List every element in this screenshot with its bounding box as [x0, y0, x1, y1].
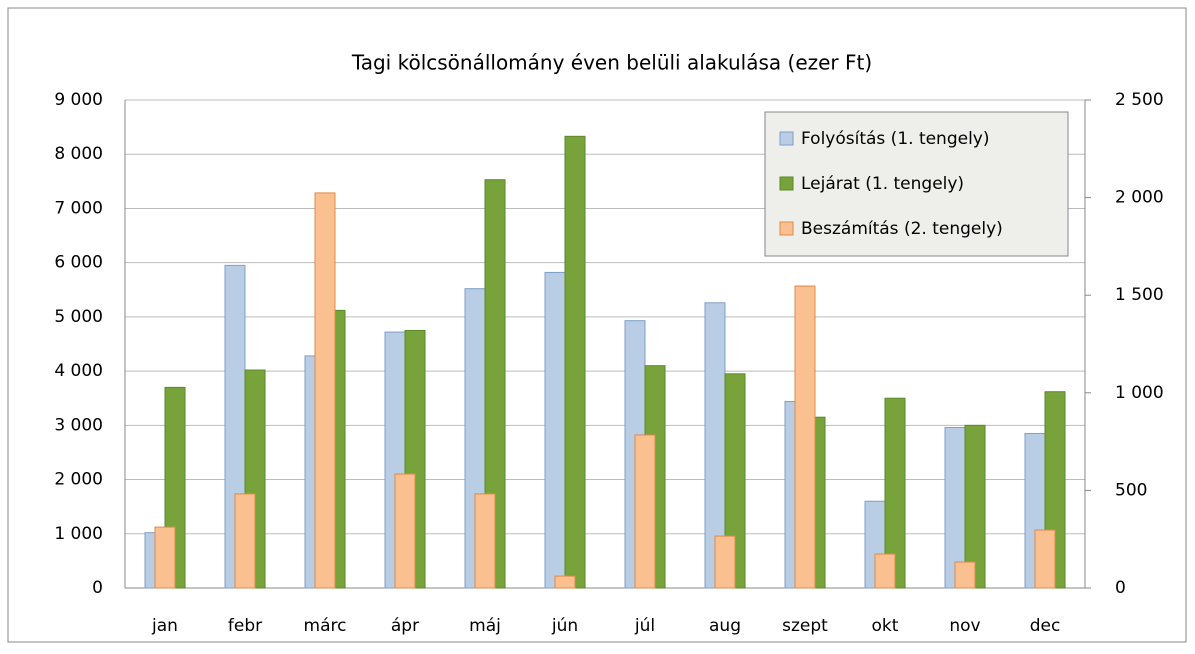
y-tick-label: 4 000: [54, 361, 103, 381]
y-tick-label: 3 000: [54, 415, 103, 435]
y2-tick-label: 2 000: [1115, 188, 1164, 208]
legend: [764, 111, 1069, 257]
legend-label: Lejárat (1. tengely): [801, 174, 964, 194]
y2-tick-label: 0: [1115, 578, 1126, 598]
x-tick-label: jan: [151, 616, 178, 636]
bar: [544, 271, 566, 589]
x-tick-label: okt: [872, 616, 899, 636]
y-tick-label: 1 000: [54, 524, 103, 544]
bar: [794, 285, 816, 589]
x-tick-label: febr: [228, 616, 262, 636]
bar: [554, 575, 576, 589]
x-tick-label: aug: [709, 616, 741, 636]
x-tick-label: márc: [304, 616, 347, 636]
y-tick-label: 6 000: [54, 253, 103, 273]
bar: [154, 526, 176, 589]
y-tick-label: 9 000: [54, 90, 103, 110]
y-tick-label: 5 000: [54, 307, 103, 327]
y-tick-label: 2 000: [54, 470, 103, 490]
bar: [394, 473, 416, 589]
chart-title: Tagi kölcsönállomány éven belüli alakulá…: [351, 51, 872, 75]
y-tick-label: 7 000: [54, 198, 103, 218]
x-tick-label: ápr: [391, 616, 419, 636]
legend-label: Beszámítás (2. tengely): [801, 219, 1003, 239]
bar: [474, 493, 496, 589]
y2-tick-label: 2 500: [1115, 90, 1164, 110]
x-tick-label: júl: [634, 616, 655, 636]
x-tick-label: jún: [551, 616, 578, 636]
y-tick-label: 8 000: [54, 144, 103, 164]
bar: [564, 135, 586, 589]
y-tick-label: 0: [92, 578, 103, 598]
bar: [1034, 529, 1056, 589]
bar: [954, 561, 976, 589]
bar: [634, 434, 656, 589]
x-tick-label: dec: [1030, 616, 1061, 636]
legend-swatch: [779, 131, 794, 146]
bar: [714, 535, 736, 589]
x-tick-label: máj: [469, 616, 501, 636]
bar: [874, 553, 896, 589]
y2-tick-label: 1 000: [1115, 383, 1164, 403]
y2-tick-label: 1 500: [1115, 285, 1164, 305]
x-tick-label: szept: [782, 616, 828, 636]
bar: [314, 192, 336, 589]
y2-tick-label: 500: [1115, 480, 1147, 500]
legend-swatch: [779, 221, 794, 236]
legend-label: Folyósítás (1. tengely): [801, 129, 990, 149]
legend-swatch: [779, 176, 794, 191]
bar: [234, 493, 256, 589]
x-tick-label: nov: [949, 616, 980, 636]
